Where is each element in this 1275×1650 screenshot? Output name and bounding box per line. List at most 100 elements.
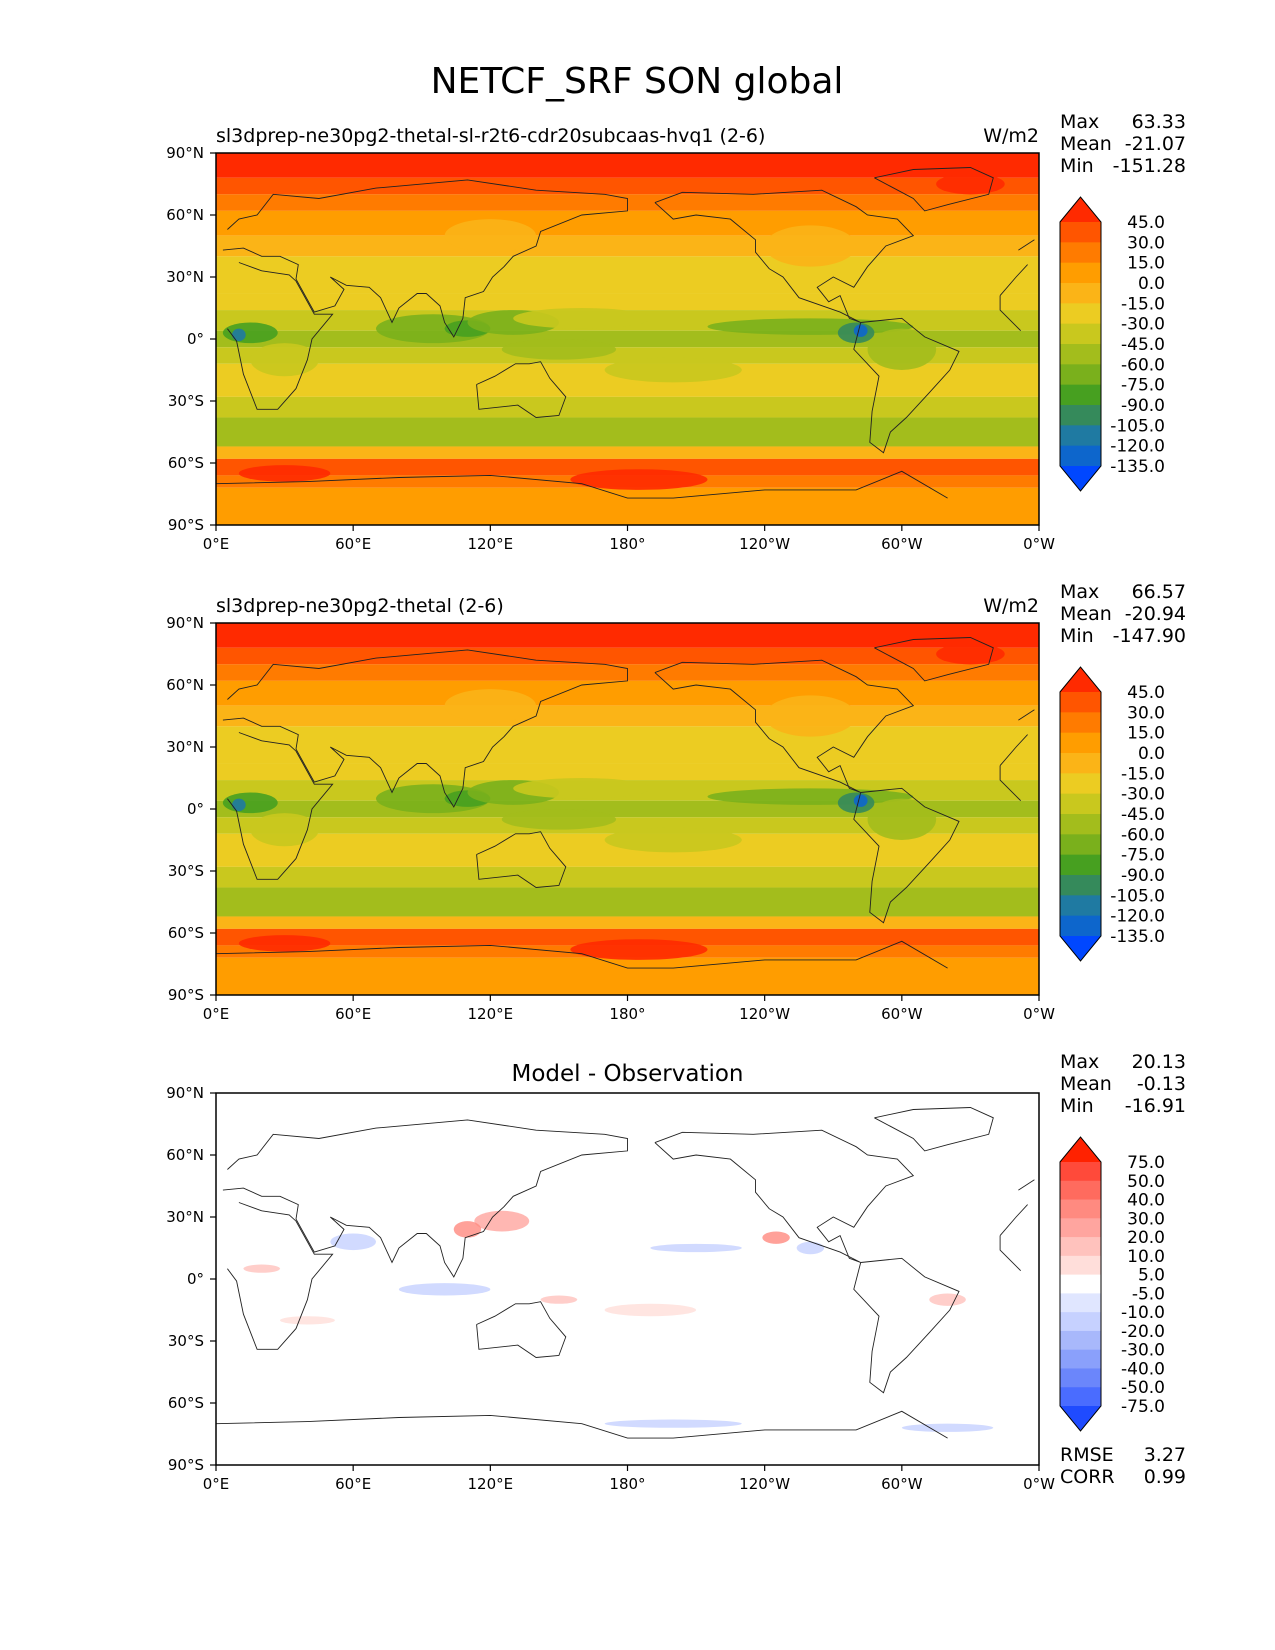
field-region [929, 1293, 966, 1306]
colorbar-label: 30.0 [1127, 1209, 1165, 1229]
field-band [216, 928, 1039, 946]
stat-value: 63.33 [1132, 111, 1186, 133]
coastline [216, 940, 948, 969]
field-region [501, 339, 617, 360]
colorbar-label: 0.0 [1138, 744, 1165, 764]
colorbar-label: 30.0 [1127, 703, 1165, 723]
colorbar-label: -90.0 [1121, 866, 1165, 886]
x-tick-label: 180° [609, 535, 645, 553]
stat-value: -0.13 [1137, 1073, 1186, 1095]
stat-label: Max [1060, 581, 1099, 603]
panel-units: W/m2 [983, 125, 1039, 147]
colorbar-label: -105.0 [1110, 886, 1165, 906]
coastline [476, 1301, 567, 1358]
colorbar-label: 40.0 [1127, 1191, 1165, 1211]
colorbar-segment [1060, 732, 1101, 754]
x-tick-label: 120°E [468, 1475, 514, 1493]
field-band [216, 235, 1039, 257]
field-band [216, 446, 1039, 459]
colorbar-label: -135.0 [1110, 927, 1165, 947]
colorbar-label: -75.0 [1121, 376, 1165, 396]
colorbar-label: -60.0 [1121, 355, 1165, 375]
coastline [222, 1119, 628, 1278]
colorbar-segment [1060, 692, 1101, 713]
colorbar-segment [1060, 854, 1101, 876]
colorbar-segment [1060, 773, 1101, 795]
coastline [999, 264, 1028, 296]
y-tick-label: 90°N [166, 614, 204, 632]
field-band [216, 458, 1039, 476]
coastline [216, 470, 948, 499]
colorbar-label: -10.0 [1121, 1303, 1165, 1323]
y-tick-label: 60°N [166, 206, 204, 224]
field-region [570, 939, 708, 960]
stat-label: Max [1060, 111, 1099, 133]
colorbar-label: 15.0 [1127, 254, 1165, 274]
x-tick-label: 0°E [203, 535, 230, 553]
map-panel-3: 0°E 60°E 120°E 180° 120°W 60°W 0°W 90°N 60°N 30°N… [166, 1051, 1186, 1493]
coastline [476, 831, 567, 888]
field-region [764, 695, 857, 737]
field-region [232, 798, 246, 812]
colorbar-extend-bottom [1060, 1406, 1101, 1431]
coastline [227, 1202, 334, 1350]
field-region [238, 465, 331, 482]
colorbar-label: 30.0 [1127, 233, 1165, 253]
stat-value: -16.91 [1125, 1095, 1186, 1117]
coastline [654, 659, 915, 793]
stat-value: -20.94 [1125, 603, 1186, 625]
coastline [999, 1204, 1028, 1236]
colorbar-label: -15.0 [1121, 764, 1165, 784]
colorbar-label: 20.0 [1127, 1228, 1165, 1248]
field-region [604, 1419, 742, 1428]
colorbar-segment [1060, 262, 1101, 284]
colorbar-extend-bottom [1060, 466, 1101, 491]
colorbar-label: -30.0 [1121, 315, 1165, 335]
field-layer [216, 623, 1039, 995]
field-region [796, 1241, 825, 1255]
field-band [216, 763, 1039, 781]
stat-label: Mean [1060, 1073, 1112, 1095]
field-region [650, 1243, 742, 1253]
colorbar-segment [1060, 1349, 1101, 1369]
stat-label: Mean [1060, 603, 1112, 625]
x-tick-label: 60°E [335, 1005, 371, 1023]
y-tick-label: 90°N [166, 1084, 204, 1102]
y-tick-label: 0° [187, 330, 204, 348]
field-region [474, 1210, 530, 1232]
colorbar-segment [1060, 1387, 1101, 1407]
field-region [867, 328, 937, 371]
colorbar-label: 15.0 [1127, 724, 1165, 744]
colorbar-segment [1060, 1312, 1101, 1332]
field-region [250, 343, 319, 377]
field-band [216, 487, 1039, 525]
y-tick-label: 90°S [168, 516, 204, 534]
field-layer [216, 1093, 1039, 1465]
colorbar-segment [1060, 405, 1101, 426]
field-region [604, 1303, 697, 1317]
colorbar-outline [1059, 196, 1102, 492]
coastline [227, 262, 334, 410]
x-tick-label: 0°E [203, 1005, 230, 1023]
x-tick-label: 120°E [468, 1005, 514, 1023]
colorbar-label: 45.0 [1127, 683, 1165, 703]
colorbar-segment [1060, 1330, 1101, 1351]
field-region [250, 813, 319, 847]
colorbar-label: 5.0 [1138, 1266, 1165, 1286]
colorbar-label: 10.0 [1127, 1247, 1165, 1267]
stat-label: Min [1060, 1095, 1094, 1117]
colorbar-segment [1060, 1274, 1101, 1294]
coastline [853, 317, 960, 454]
colorbar-segment [1060, 753, 1101, 774]
stat-value: -21.07 [1125, 133, 1186, 155]
field-region [444, 219, 537, 253]
y-tick-label: 30°N [166, 268, 204, 286]
field-region [232, 328, 246, 342]
y-tick-label: 30°S [168, 1332, 204, 1350]
colorbar-segment [1060, 834, 1101, 856]
colorbar-extend-top [1060, 1137, 1101, 1162]
field-band [216, 866, 1039, 888]
x-tick-label: 60°W [881, 1005, 923, 1023]
field-region [853, 324, 868, 337]
x-tick-label: 120°W [739, 1005, 790, 1023]
